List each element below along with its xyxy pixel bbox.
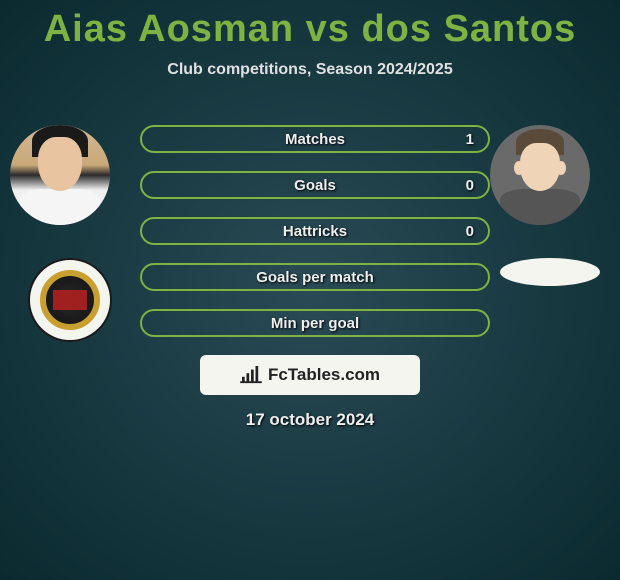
avatar-shirt [500, 189, 580, 225]
stat-value-right: 1 [466, 131, 474, 148]
stat-label: Goals per match [256, 269, 374, 286]
avatar-face [38, 137, 82, 191]
page-title: Aias Aosman vs dos Santos [0, 0, 620, 51]
stat-label: Matches [285, 131, 345, 148]
stats-container: Matches 1 Goals 0 Hattricks 0 Goals per … [140, 125, 490, 355]
stat-value-right: 0 [466, 223, 474, 240]
stat-label: Hattricks [283, 223, 347, 240]
stat-row-matches: Matches 1 [140, 125, 490, 153]
player-left-avatar [10, 125, 110, 225]
club-badge-stripe [53, 290, 87, 309]
club-badge-inner [40, 270, 100, 330]
stat-label: Min per goal [271, 315, 359, 332]
stat-row-hattricks: Hattricks 0 [140, 217, 490, 245]
stat-value-right: 0 [466, 177, 474, 194]
avatar-face [520, 143, 560, 191]
bar-chart-icon [240, 366, 262, 384]
stat-row-goals: Goals 0 [140, 171, 490, 199]
branding-box: FcTables.com [200, 355, 420, 395]
club-left-badge [28, 258, 112, 342]
stat-row-min-per-goal: Min per goal [140, 309, 490, 337]
stat-row-goals-per-match: Goals per match [140, 263, 490, 291]
player-right-avatar [490, 125, 590, 225]
date-text: 17 october 2024 [0, 410, 620, 430]
stat-label: Goals [294, 177, 336, 194]
avatar-shirt [20, 189, 100, 225]
brand-text: FcTables.com [268, 365, 380, 385]
club-right-placeholder [500, 258, 600, 286]
subtitle: Club competitions, Season 2024/2025 [0, 61, 620, 79]
